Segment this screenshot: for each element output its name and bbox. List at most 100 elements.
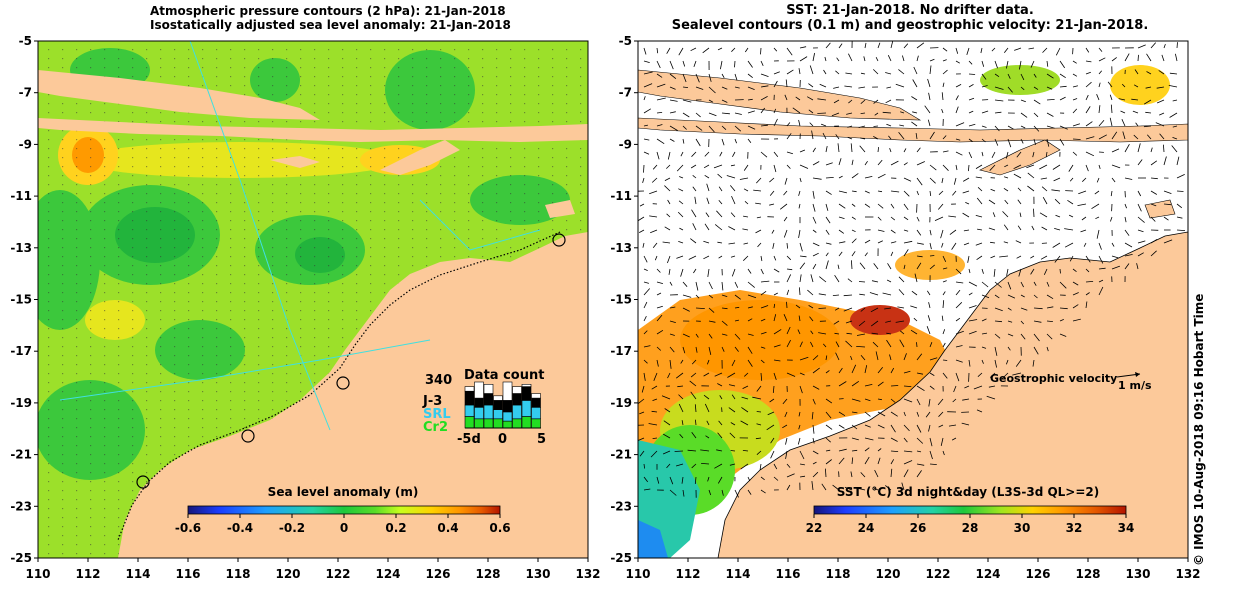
velocity-vector (734, 319, 739, 322)
velocity-vector (864, 176, 873, 179)
velocity-vector (825, 190, 832, 195)
velocity-vector (730, 164, 736, 167)
x-tick-label: 126 (425, 567, 450, 581)
velocity-vector (938, 411, 944, 417)
velocity-vector (708, 333, 713, 339)
velocity-vector (782, 398, 788, 405)
velocity-vector (639, 450, 645, 457)
velocity-vector (837, 143, 840, 153)
x-tick-label: 130 (525, 567, 550, 581)
velocity-vector (721, 346, 725, 352)
velocity-vector (912, 111, 918, 114)
velocity-vector (1121, 119, 1126, 127)
velocity-vector (740, 463, 749, 470)
velocity-vector (1007, 73, 1011, 79)
velocity-vector (1033, 346, 1039, 355)
x-tick-label: 112 (675, 567, 700, 581)
velocity-vector (729, 463, 736, 466)
velocity-vector (1175, 53, 1178, 62)
velocity-vector (678, 394, 684, 400)
velocity-vector (667, 255, 671, 264)
velocity-vector (643, 372, 646, 381)
velocity-vector (708, 125, 715, 133)
colorbar-tick-label: 34 (1118, 521, 1135, 535)
sla-land-island (270, 156, 320, 168)
velocity-vector (1046, 138, 1050, 147)
velocity-vector (903, 469, 909, 478)
velocity-vector (845, 320, 853, 324)
velocity-vector (785, 437, 788, 445)
velocity-vector (1033, 73, 1037, 78)
velocity-vector (812, 242, 820, 247)
velocity-vector (1015, 359, 1022, 367)
velocity-vector (666, 213, 671, 218)
velocity-vector (988, 227, 996, 231)
velocity-vector (1096, 177, 1100, 183)
velocity-vector (833, 320, 840, 325)
velocity-vector (695, 138, 701, 147)
velocity-vector (752, 396, 762, 400)
velocity-vector (941, 177, 944, 184)
velocity-vector (1168, 85, 1178, 88)
velocity-vector (903, 43, 909, 49)
tide-gauge-marker (552, 233, 566, 247)
y-tick-label: -21 (10, 448, 32, 462)
velocity-vector (770, 450, 775, 459)
velocity-vector (760, 280, 770, 283)
tide-gauge-marker (336, 376, 350, 390)
velocity-vector (1111, 164, 1121, 169)
velocity-vector (663, 433, 671, 439)
velocity-vector (1054, 228, 1061, 231)
velocity-vector (1146, 71, 1152, 75)
velocity-vector (785, 79, 788, 88)
velocity-vector (1007, 86, 1013, 93)
velocity-vector (1163, 190, 1172, 194)
velocity-vector (773, 303, 776, 309)
velocity-vector (1163, 239, 1173, 244)
velocity-vector (695, 73, 700, 83)
velocity-vector (911, 121, 918, 127)
velocity-vector (682, 112, 690, 118)
velocity-vector (1033, 333, 1040, 342)
velocity-vector (690, 47, 697, 52)
velocity-vector (1046, 346, 1049, 352)
velocity-vector (1007, 294, 1016, 299)
velocity-vector (1046, 86, 1053, 90)
velocity-vector (850, 471, 853, 478)
velocity-vector (1111, 177, 1116, 183)
sla-colorbar: Sea level anomaly (m) -0.6 -0.4 -0.2 0 0.2 0.… (175, 485, 511, 535)
data-count-bar-segment (502, 420, 513, 429)
data-count-xtick: 0 (498, 432, 508, 447)
velocity-vector (734, 294, 741, 300)
sst-axes: -5 -7 -9 -11 -13 -15 -17 -19 -21 -23 -25 110 112 114 1… (610, 34, 1200, 581)
velocity-vector (869, 292, 879, 296)
velocity-vector (916, 229, 922, 236)
velocity-vector (695, 307, 705, 309)
velocity-vector (1111, 57, 1117, 62)
velocity-vector (834, 274, 840, 283)
velocity-vector (809, 122, 814, 127)
velocity-vector (1016, 151, 1022, 158)
x-tick-label: 120 (875, 567, 900, 581)
velocity-vector (973, 385, 983, 390)
velocity-vector (664, 226, 671, 231)
velocity-vector (656, 476, 660, 484)
velocity-vector (1085, 255, 1091, 263)
velocity-vector (741, 407, 749, 413)
velocity-vector (1176, 174, 1185, 179)
velocity-vector (851, 411, 858, 414)
velocity-vector (760, 96, 768, 101)
velocity-vector (968, 151, 973, 159)
velocity-vector (1059, 307, 1068, 310)
velocity-vector (836, 57, 840, 62)
data-count-bar-segment (483, 383, 494, 394)
left-title: Atmospheric pressure contours (2 hPa): 2… (150, 4, 511, 32)
velocity-vector (719, 151, 723, 157)
velocity-vector (678, 47, 684, 56)
y-tick-label: -15 (610, 293, 632, 307)
velocity-vector (1046, 112, 1054, 117)
velocity-vector (899, 124, 905, 127)
velocity-vector (1072, 108, 1078, 114)
velocity-vector (838, 411, 846, 417)
data-count-bar-segment (464, 416, 475, 429)
